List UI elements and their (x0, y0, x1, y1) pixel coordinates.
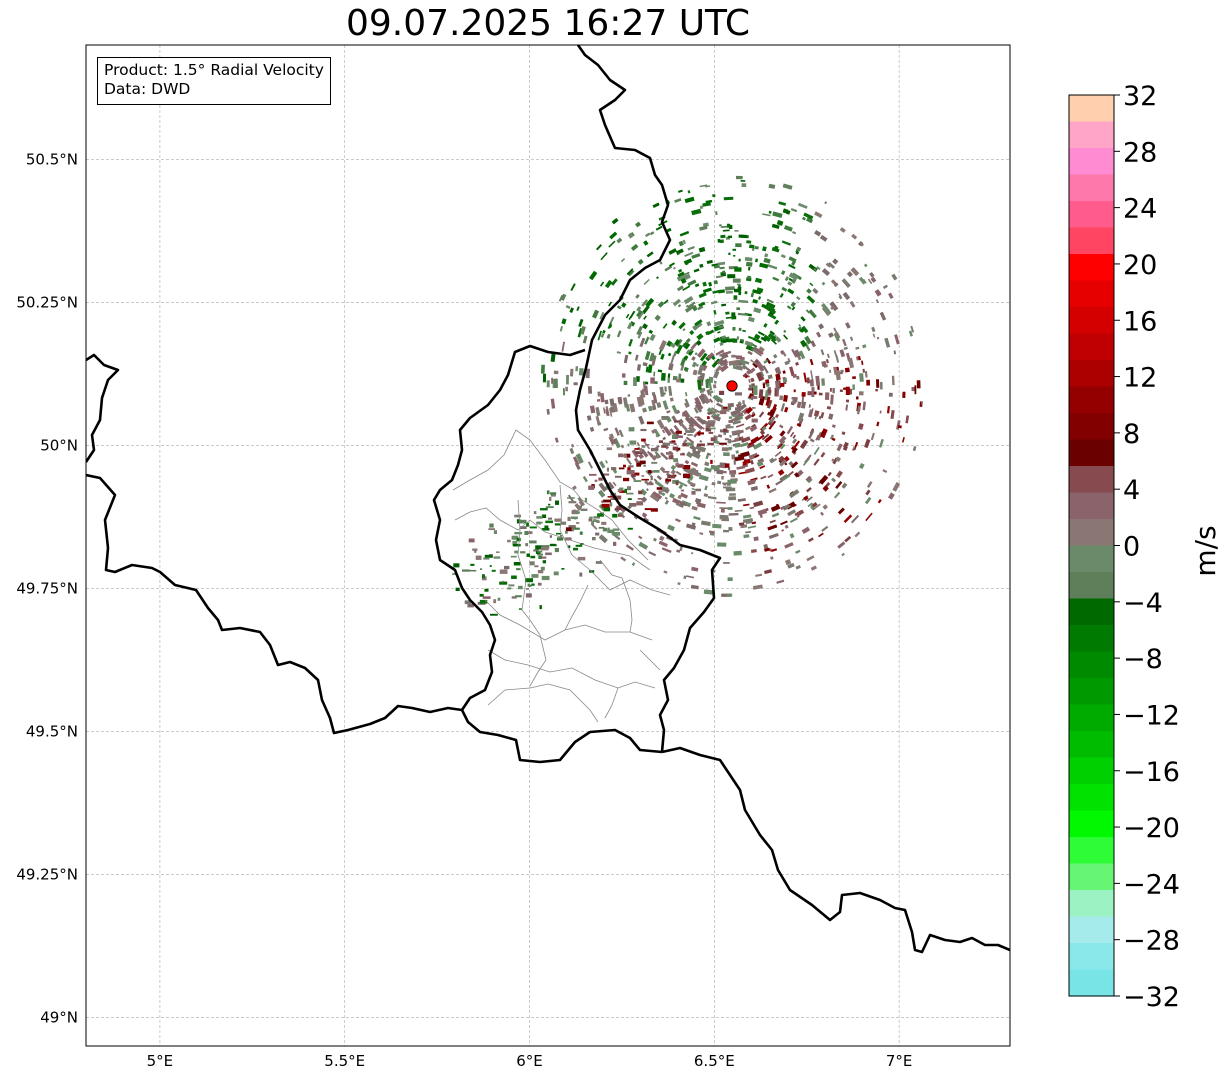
colorbar-segment (1069, 890, 1114, 918)
colorbar-tick-label: −24 (1123, 869, 1180, 900)
colorbar-segment (1069, 492, 1114, 520)
colorbar-segment (1069, 651, 1114, 679)
colorbar-segment (1069, 254, 1114, 282)
colorbar-segments (1069, 95, 1114, 997)
longitude-tick-labels: 5°E 5.5°E 6°E 6.5°E 7°E (147, 1052, 913, 1070)
colorbar-tick-label: −28 (1123, 926, 1180, 957)
country-borders (86, 45, 1010, 954)
colorbar-tick-label: −20 (1123, 813, 1180, 844)
lat-tick-label: 50.25°N (16, 293, 78, 311)
colorbar-segment (1069, 704, 1114, 732)
colorbar-segment (1069, 598, 1114, 626)
colorbar-segment (1069, 439, 1114, 467)
colorbar-segment (1069, 307, 1114, 335)
colorbar-segment (1069, 466, 1114, 494)
colorbar-segment (1069, 413, 1114, 441)
colorbar-segment (1069, 174, 1114, 202)
colorbar-segment (1069, 201, 1114, 229)
lat-tick-label: 49.5°N (26, 722, 78, 740)
lat-tick-label: 50.5°N (26, 150, 78, 168)
echo-speckles (452, 175, 923, 616)
colorbar-tick-label: 8 (1123, 419, 1140, 450)
colorbar-segment (1069, 810, 1114, 838)
colorbar-tick-label: −8 (1123, 644, 1163, 675)
colorbar-tick-label: 24 (1123, 194, 1157, 225)
colorbar-segment (1069, 545, 1114, 573)
colorbar-unit-label: m/s (1189, 525, 1222, 577)
lon-tick-label: 7°E (886, 1052, 913, 1070)
lat-tick-label: 50°N (40, 436, 78, 454)
lon-tick-label: 6.5°E (694, 1052, 735, 1070)
info-box: Product: 1.5° Radial Velocity Data: DWD (97, 57, 331, 105)
lon-tick-label: 6°E (516, 1052, 543, 1070)
colorbar-segment (1069, 360, 1114, 388)
lat-tick-label: 49.75°N (16, 579, 78, 597)
latitude-tick-labels: 49°N 49.25°N 49.5°N 49.75°N 50°N 50.25°N 50.5°… (16, 150, 78, 1026)
colorbar-segment (1069, 148, 1114, 176)
colorbar-segment (1069, 731, 1114, 759)
colorbar-segment (1069, 95, 1114, 123)
colorbar-segment (1069, 916, 1114, 944)
colorbar-ticks: 32 28 24 20 16 12 8 4 0 −4 −8 −12 −16 −20 −24 −28 −32 (1114, 81, 1180, 1013)
lat-tick-label: 49°N (40, 1008, 78, 1026)
colorbar-segment (1069, 625, 1114, 653)
product-label: Product: 1.5° Radial Velocity (104, 61, 324, 79)
colorbar-segment (1069, 121, 1114, 149)
colorbar-segment (1069, 837, 1114, 865)
colorbar-tick-label: −16 (1123, 757, 1180, 788)
colorbar-segment (1069, 386, 1114, 414)
colorbar-segment (1069, 572, 1114, 600)
colorbar-segment (1069, 678, 1114, 706)
colorbar-tick-label: 12 (1123, 363, 1157, 394)
colorbar-tick-label: −32 (1123, 982, 1180, 1013)
colorbar-tick-label: 16 (1123, 306, 1157, 337)
data-source-label: Data: DWD (104, 80, 191, 98)
colorbar-segment (1069, 333, 1114, 361)
radar-echoes (452, 175, 923, 616)
colorbar-segment (1069, 784, 1114, 812)
colorbar-segment (1069, 280, 1114, 308)
map-title: 09.07.2025 16:27 UTC (345, 3, 751, 44)
colorbar-tick-label: −4 (1123, 588, 1163, 619)
lon-tick-label: 5.5°E (324, 1052, 365, 1070)
colorbar-tick-label: 4 (1123, 475, 1140, 506)
colorbar-segment (1069, 227, 1114, 255)
radar-site-marker (726, 380, 738, 392)
colorbar-tick-label: 0 (1123, 532, 1140, 563)
canton-borders (452, 429, 671, 723)
colorbar-segment (1069, 863, 1114, 891)
colorbar-segment (1069, 969, 1114, 997)
colorbar-tick-label: 20 (1123, 250, 1157, 281)
map-frame (85, 44, 1011, 1047)
lat-tick-label: 49.25°N (16, 865, 78, 883)
colorbar-segment (1069, 519, 1114, 547)
colorbar-tick-label: 32 (1123, 81, 1157, 112)
colorbar-segment (1069, 943, 1114, 971)
lon-tick-label: 5°E (147, 1052, 174, 1070)
colorbar-tick-label: −12 (1123, 700, 1180, 731)
colorbar-segment (1069, 757, 1114, 785)
colorbar-tick-label: 28 (1123, 137, 1157, 168)
